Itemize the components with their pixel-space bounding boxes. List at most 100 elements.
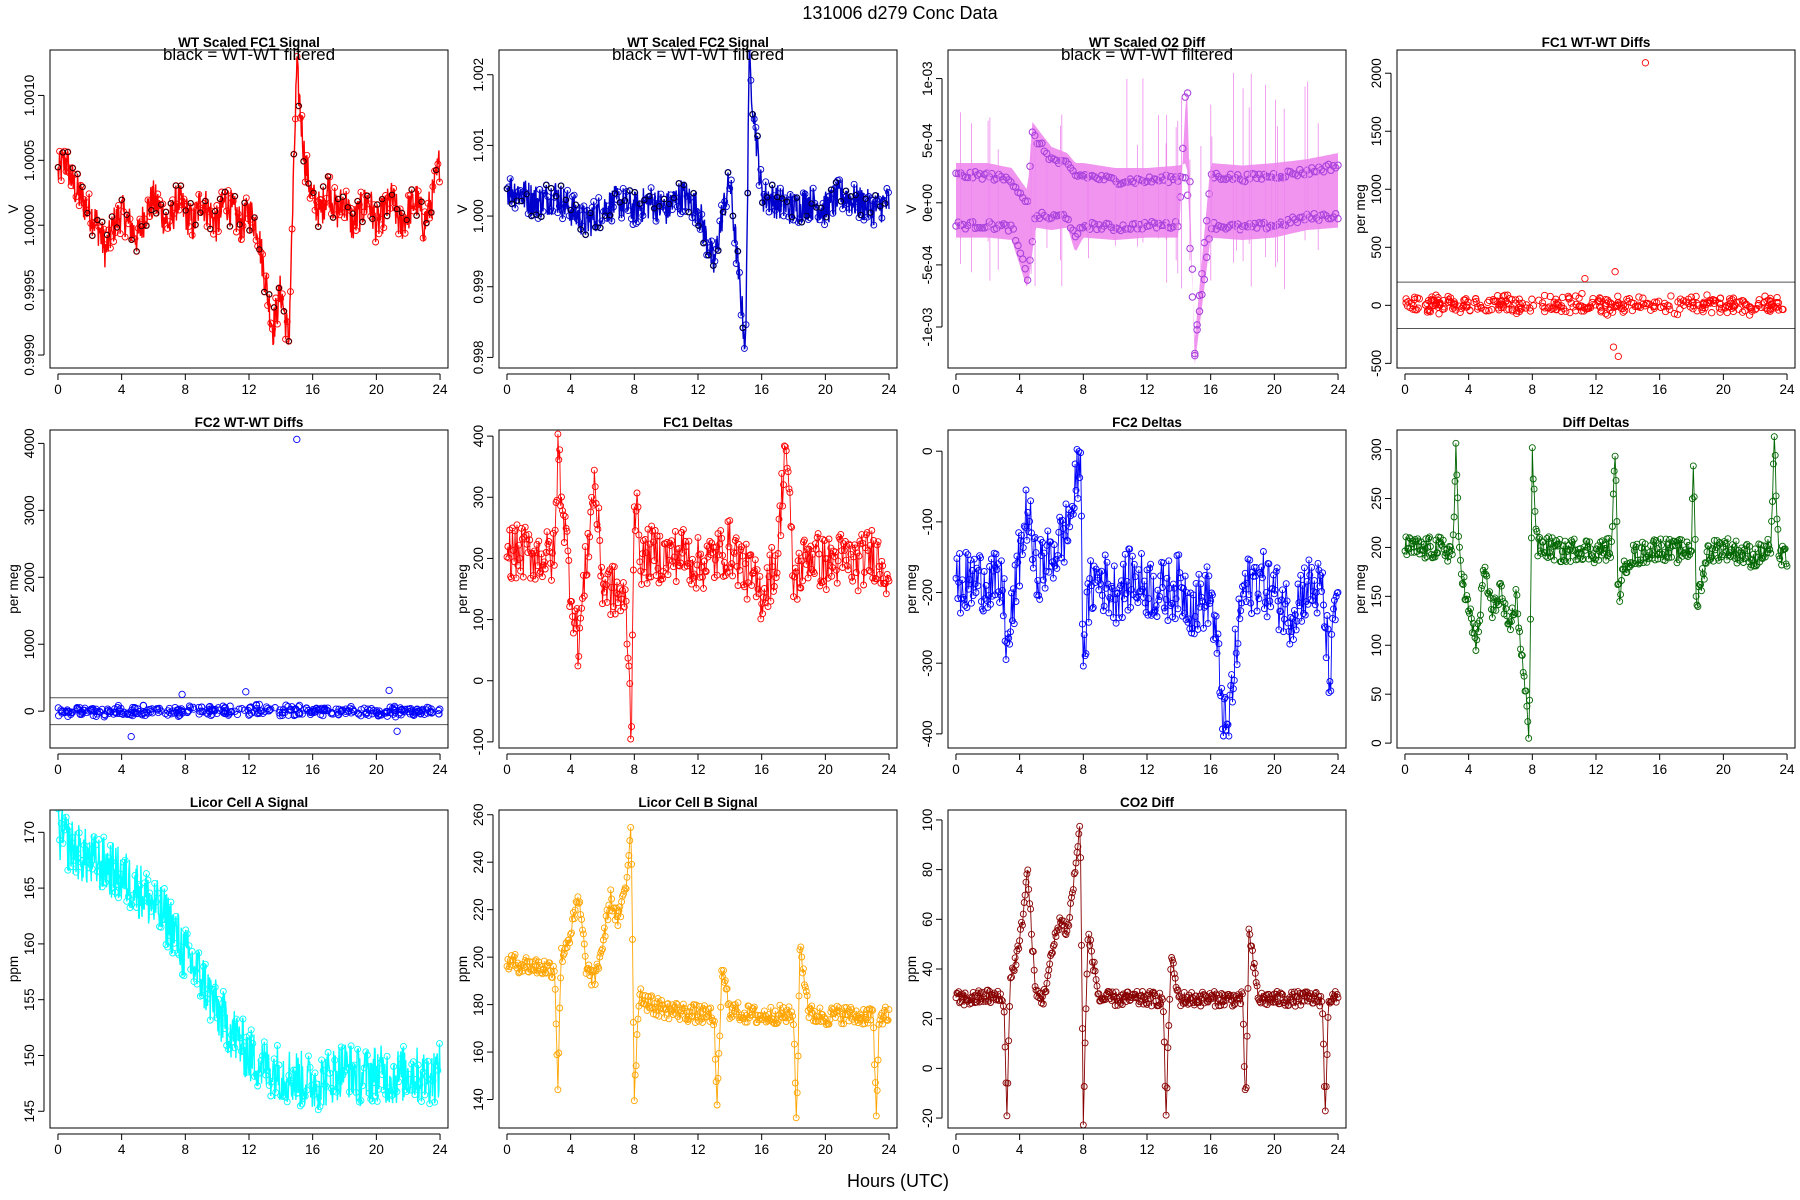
data-point (845, 540, 853, 548)
data-point (562, 196, 570, 204)
filtered-point (226, 223, 233, 230)
data-point (632, 507, 640, 515)
data-point (867, 209, 874, 217)
data-point (1070, 870, 1078, 878)
o2-point-lower (1183, 89, 1192, 97)
data-point (177, 943, 185, 951)
filtered-point (133, 248, 140, 255)
data-point (1184, 618, 1192, 626)
data-point (226, 702, 234, 710)
data-point (1197, 580, 1205, 588)
data-point (987, 555, 995, 563)
data-point (1244, 984, 1252, 992)
data-point (825, 1020, 833, 1028)
data-point (1214, 630, 1222, 638)
x-tick-label: 8 (1080, 762, 1088, 777)
data-point (1727, 553, 1735, 561)
data-point (1487, 594, 1494, 602)
data-point (1209, 635, 1217, 643)
data-point (1028, 529, 1035, 537)
data-point (129, 711, 137, 720)
data-point (624, 861, 632, 869)
data-point (1654, 555, 1662, 563)
data-point (275, 1061, 283, 1069)
panel-title: FC1 WT-WT Diffs (1542, 35, 1651, 50)
data-point (1293, 617, 1301, 625)
x-tick-label: 20 (1716, 382, 1731, 397)
o2-point-lower (1109, 226, 1118, 235)
data-point (1199, 597, 1206, 605)
data-point (1288, 628, 1296, 635)
data-point (352, 227, 360, 234)
data-point (436, 1040, 443, 1048)
data-point (1098, 567, 1105, 575)
data-point (1636, 303, 1645, 312)
data-point (664, 571, 672, 579)
filtered-point (533, 211, 540, 218)
data-point (1074, 843, 1082, 851)
data-point (856, 1010, 864, 1018)
data-point (374, 711, 383, 719)
data-point (726, 517, 734, 525)
x-tick-label: 0 (952, 1142, 960, 1157)
data-point (747, 1011, 755, 1019)
data-point (1499, 598, 1507, 606)
data-point (581, 543, 589, 551)
panel-title: WT Scaled FC1 Signal (178, 35, 320, 50)
o2-point-lower (1155, 219, 1163, 228)
data-point (1218, 989, 1226, 997)
data-point (665, 1015, 673, 1023)
data-point (131, 235, 139, 243)
data-point (955, 578, 963, 586)
data-point (1308, 563, 1316, 571)
data-point (650, 557, 658, 565)
data-point (1273, 564, 1281, 572)
data-point (1300, 564, 1308, 572)
data-point (1061, 532, 1069, 540)
data-point (220, 709, 228, 717)
data-point (1093, 568, 1101, 576)
o2-point-lower (1078, 224, 1087, 232)
data-point (1700, 575, 1708, 583)
data-point (1016, 937, 1024, 945)
o2-point-lower (1021, 264, 1029, 273)
plot-area (1397, 59, 1795, 361)
data-point (506, 175, 514, 183)
data-point (847, 192, 855, 200)
data-point (1580, 543, 1588, 551)
data-point (357, 188, 365, 196)
data-point (295, 1089, 303, 1097)
data-point (635, 531, 643, 539)
data-point (393, 205, 401, 213)
data-point (825, 535, 833, 543)
data-point (80, 196, 88, 204)
data-point (1071, 868, 1079, 876)
data-point (736, 269, 743, 276)
data-point (1428, 302, 1436, 310)
data-point (1220, 695, 1228, 703)
data-point (405, 705, 413, 713)
filtered-point (231, 193, 238, 200)
data-point (367, 705, 376, 713)
data-point (564, 186, 571, 194)
data-point (1159, 996, 1166, 1004)
data-point (779, 502, 787, 510)
data-point (781, 443, 789, 451)
y-tick-label: 40 (920, 961, 935, 976)
data-point (857, 211, 865, 219)
data-point (372, 238, 380, 246)
data-point (562, 524, 570, 532)
o2-point-upper (1315, 163, 1323, 172)
filtered-point (641, 196, 648, 203)
filtered-point (710, 262, 717, 269)
o2-point-upper (1004, 176, 1013, 184)
data-point (600, 208, 608, 216)
data-point (1160, 604, 1168, 612)
y-tick-label: 100 (920, 809, 935, 832)
data-point (569, 193, 576, 200)
data-point (1421, 301, 1430, 309)
data-point (259, 709, 267, 717)
data-point (682, 1008, 690, 1016)
